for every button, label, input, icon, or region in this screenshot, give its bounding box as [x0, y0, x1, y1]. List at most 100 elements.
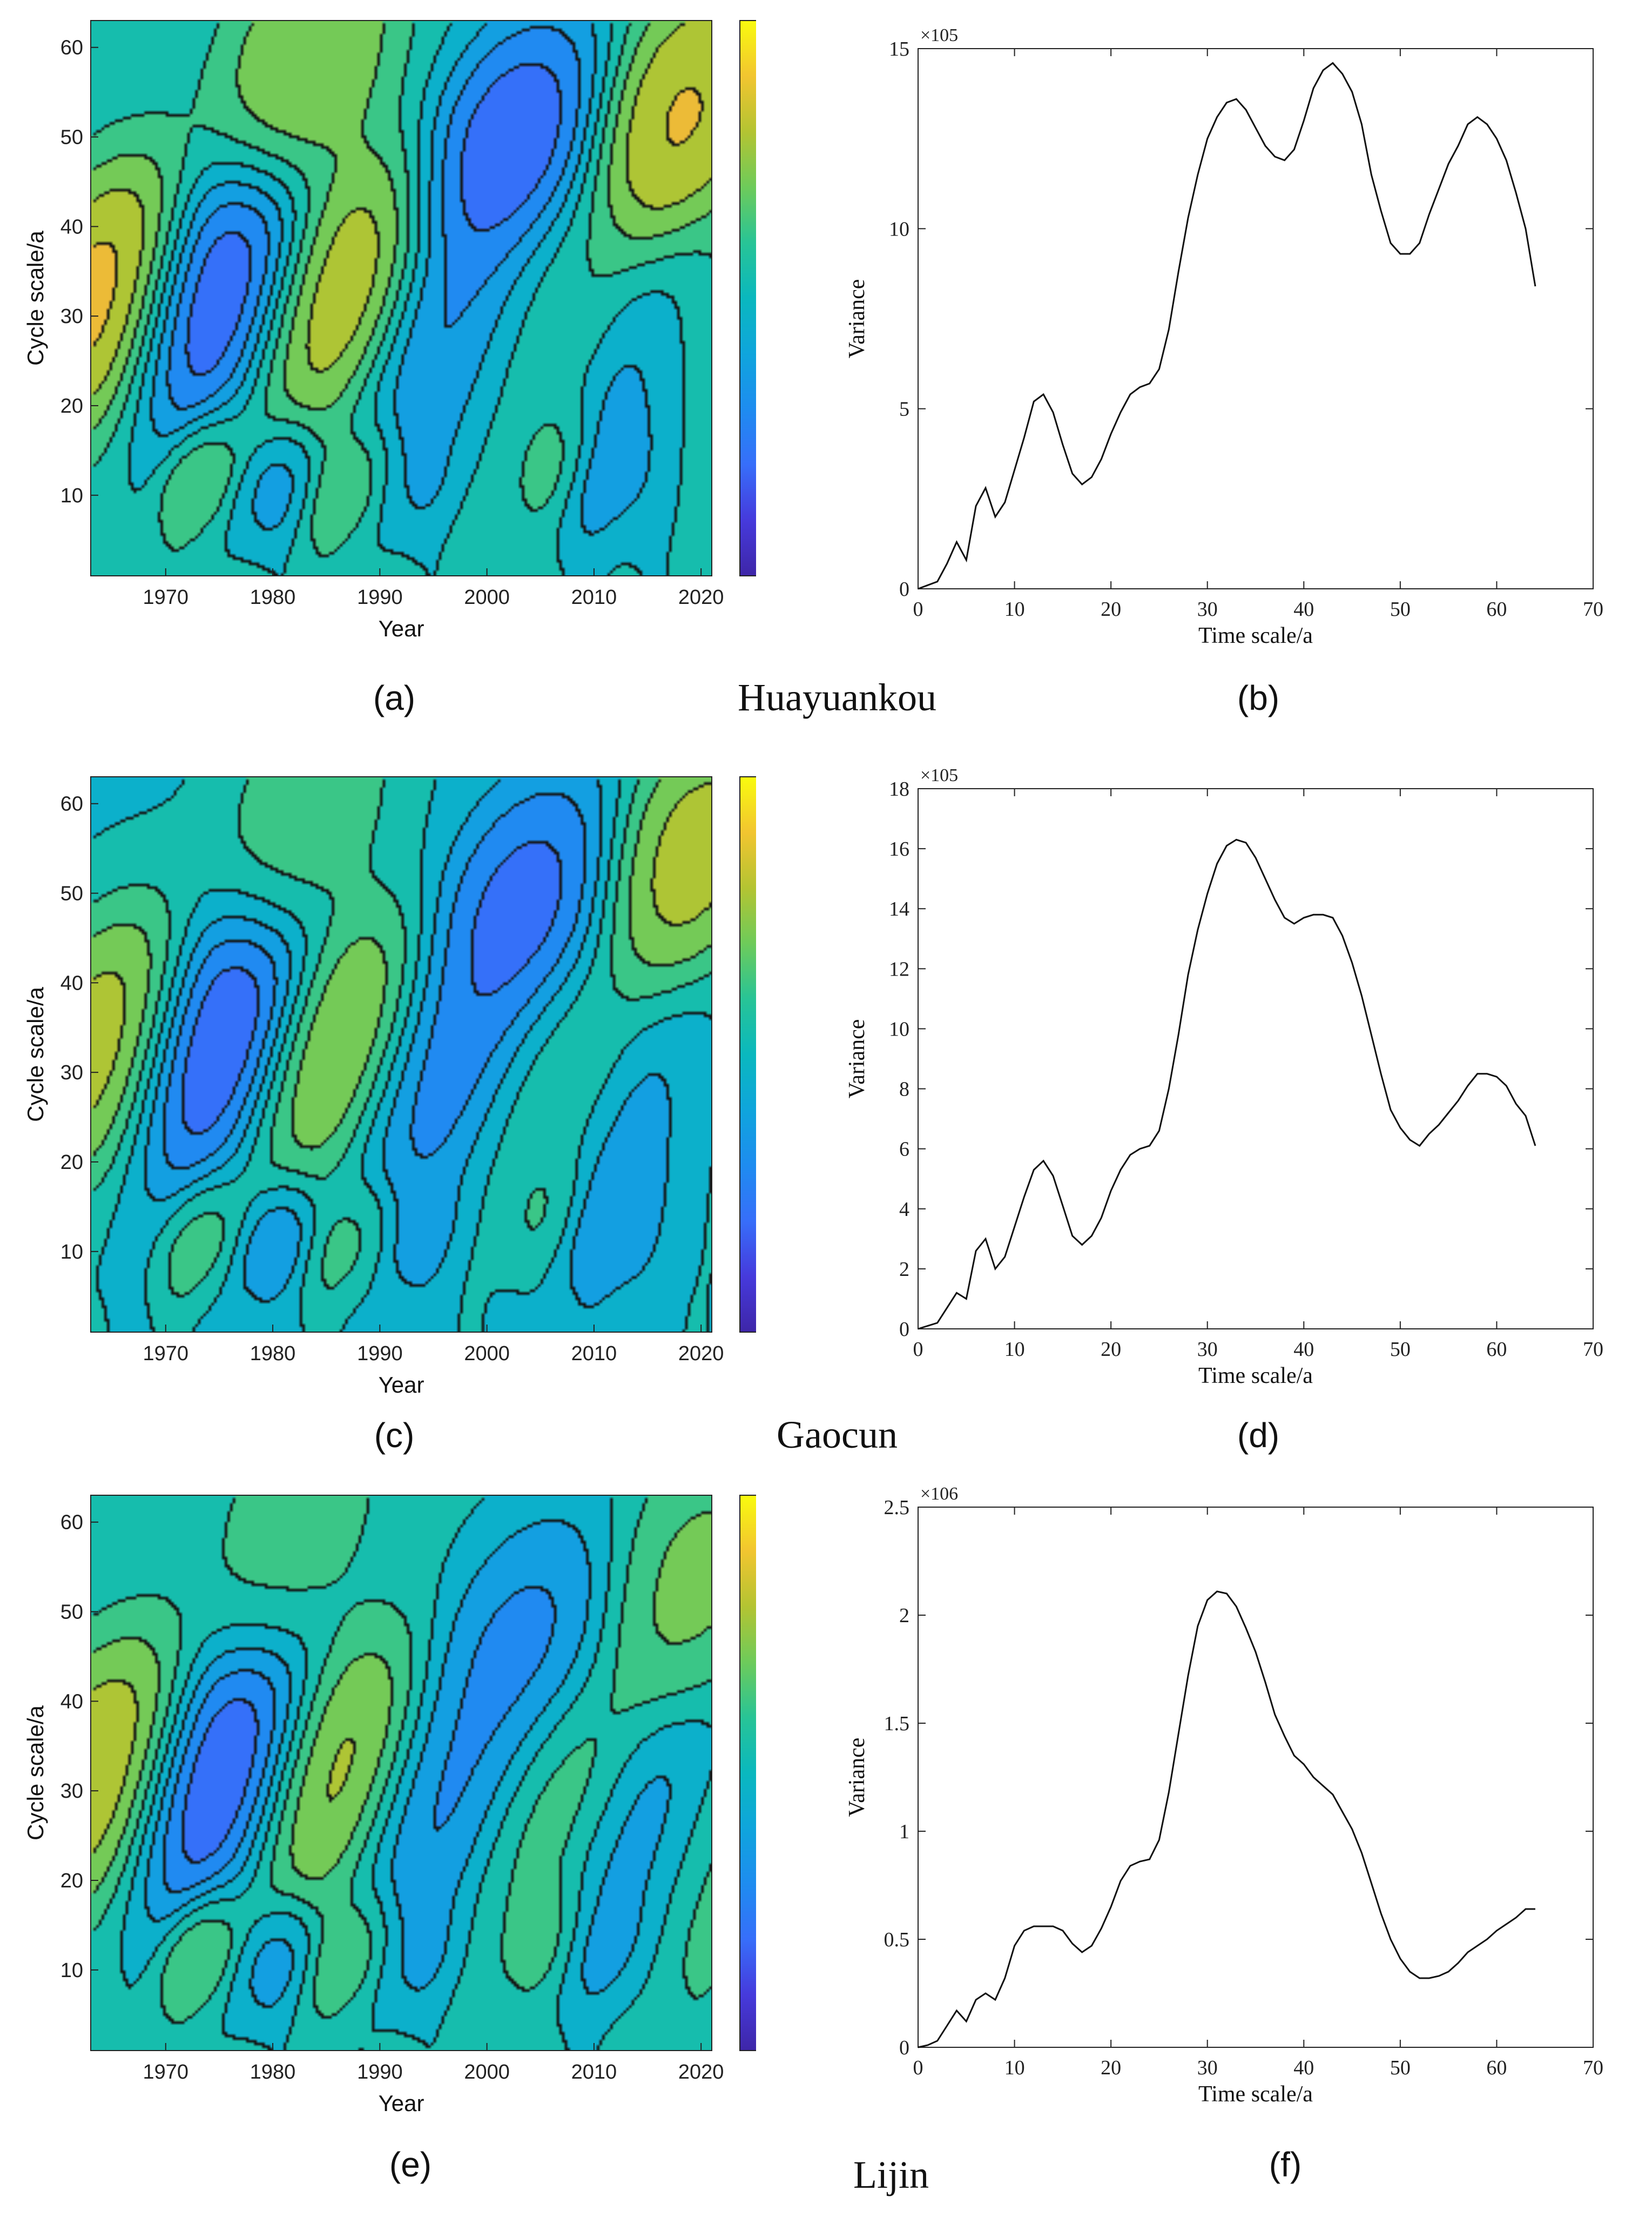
y-tick-label: 60 [60, 1511, 83, 1534]
y-tick-label: 2 [899, 1604, 909, 1627]
x-tick-label: 1990 [357, 586, 403, 609]
x-tick-label: 1980 [250, 586, 296, 609]
x-tick-label: 70 [1583, 1338, 1603, 1361]
panel-label-b: (b) [1237, 678, 1280, 717]
x-tick-label: 60 [1486, 1338, 1507, 1361]
x-tick-label: 1970 [143, 1342, 189, 1365]
x-tick-label: 2010 [571, 2061, 617, 2084]
x-axis-label: Year [379, 1372, 424, 1397]
y-axis-label: Variance [845, 1019, 869, 1099]
y-axis-label: Cycle scale/a [23, 230, 48, 365]
plot-frame [90, 20, 712, 576]
x-tick-label: 50 [1390, 598, 1411, 621]
y-tick-label: 20 [60, 395, 83, 418]
y-tick-label: 6 [899, 1138, 909, 1161]
y-tick-label: 10 [60, 1241, 83, 1264]
y-tick-label: 60 [60, 793, 83, 816]
panel-label-c: (c) [374, 1416, 415, 1455]
y-tick-label: 40 [60, 216, 83, 238]
x-tick-label: 2020 [678, 1342, 724, 1365]
panel-label-e: (e) [389, 2145, 432, 2184]
x-tick-label: 40 [1293, 2056, 1314, 2079]
y-tick-label: 12 [889, 958, 909, 980]
x-tick-label: 2000 [464, 1342, 510, 1365]
y-axis-label: Variance [845, 1738, 869, 1817]
x-tick-label: 2010 [571, 1342, 617, 1365]
plot-frame [90, 1495, 712, 2051]
y-axis-label: Cycle scale/a [23, 986, 48, 1121]
x-tick-label: 0 [913, 1338, 923, 1361]
x-tick-label: 1970 [143, 586, 189, 609]
plot-frame [90, 776, 712, 1333]
wavelet-contour-panel-e: 1970 1980 1990 2000 2010 2020 10 20 30 40 50 60 Year… [0, 1475, 756, 2134]
y-tick-label: 50 [60, 126, 83, 149]
y-tick-label: 30 [60, 1780, 83, 1803]
plot-frame [918, 788, 1594, 1329]
x-tick-label: 2010 [571, 586, 617, 609]
y-tick-label: 10 [60, 485, 83, 507]
variance-panel-b: 0 10 20 30 40 50 60 70 0 5 10 15 ×105 Time scale/a Var… [842, 16, 1631, 675]
y-tick-label: 5 [899, 398, 909, 421]
y-multiplier: ×105 [920, 25, 958, 45]
x-tick-label: 50 [1390, 1338, 1411, 1361]
y-tick-label: 0 [899, 2037, 909, 2059]
line-svg-b: 0 10 20 30 40 50 60 70 0 5 10 15 ×105 Time scale/a Var… [845, 25, 1603, 648]
colorbar [739, 20, 756, 576]
y-tick-label: 18 [889, 778, 909, 801]
y-tick-label: 0 [899, 578, 909, 601]
colorbar [739, 1495, 756, 2051]
y-tick-label: 10 [60, 1959, 83, 1982]
x-tick-label: 1980 [250, 2061, 296, 2084]
x-tick-label: 60 [1486, 598, 1507, 621]
y-tick-label: 30 [60, 305, 83, 328]
y-tick-label: 40 [60, 1690, 83, 1713]
y-tick-label: 10 [889, 1018, 909, 1040]
x-tick-label: 2020 [678, 586, 724, 609]
x-tick-label: 10 [1004, 598, 1025, 621]
x-axis-label: Year [379, 2091, 424, 2116]
y-axis-label: Variance [845, 279, 869, 359]
heatmap-svg-c: 1970 1980 1990 2000 2010 2020 10 20 30 40 50 60 Year… [23, 776, 756, 1397]
x-tick-label: 70 [1583, 598, 1603, 621]
x-tick-label: 40 [1293, 598, 1314, 621]
line-svg-f: 0 10 20 30 40 50 60 70 0 0.5 1 1.5 2 2.5 ×106 Time scal… [845, 1484, 1603, 2107]
x-tick-label: 1990 [357, 1342, 403, 1365]
y-axis-label: Cycle scale/a [23, 1705, 48, 1840]
x-tick-label: 2000 [464, 586, 510, 609]
contour-field-image [91, 1495, 712, 2051]
x-tick-label: 50 [1390, 2056, 1411, 2079]
y-tick-label: 10 [889, 218, 909, 240]
x-tick-label: 30 [1197, 598, 1218, 621]
x-tick-label: 10 [1004, 1338, 1025, 1361]
x-tick-label: 2020 [678, 2061, 724, 2084]
x-axis-label: Time scale/a [1198, 1363, 1313, 1388]
x-tick-label: 30 [1197, 1338, 1218, 1361]
heatmap-svg-a: 1970 1980 1990 2000 2010 2020 10 20 30 40 50 60 Year… [23, 20, 756, 641]
plot-frame [918, 1507, 1594, 2048]
y-tick-label: 50 [60, 883, 83, 905]
x-tick-label: 0 [913, 2056, 923, 2079]
panel-label-a: (a) [373, 678, 416, 717]
x-tick-label: 0 [913, 598, 923, 621]
x-tick-label: 1980 [250, 1342, 296, 1365]
x-tick-label: 20 [1101, 1338, 1121, 1361]
x-tick-label: 10 [1004, 2056, 1025, 2079]
contour-field-image [91, 777, 712, 1332]
y-tick-label: 16 [889, 838, 909, 861]
y-tick-label: 20 [60, 1151, 83, 1174]
y-multiplier: ×105 [920, 765, 958, 785]
wavelet-contour-panel-a: 1970 1980 1990 2000 2010 2020 10 20 30 40 50 60 Year… [0, 0, 756, 659]
wavelet-contour-panel-c: 1970 1980 1990 2000 2010 2020 10 20 30 40 50 60 Year… [0, 756, 756, 1415]
line-svg-d: 0 10 20 30 40 50 60 70 0 2 4 6 8 10 12 14 16 18 ×105 Time s… [845, 765, 1603, 1388]
heatmap-svg-e: 1970 1980 1990 2000 2010 2020 10 20 30 40 50 60 Year… [23, 1495, 756, 2116]
y-tick-label: 8 [899, 1078, 909, 1101]
plot-frame [918, 48, 1594, 589]
x-tick-label: 60 [1486, 2056, 1507, 2079]
contour-field-image [91, 21, 712, 576]
y-tick-label: 15 [889, 38, 909, 61]
y-tick-label: 40 [60, 972, 83, 994]
y-tick-label: 14 [889, 898, 909, 920]
x-tick-label: 70 [1583, 2056, 1603, 2079]
station-label-huayuankou: Huayuankou [738, 676, 936, 719]
x-axis-label: Time scale/a [1198, 2082, 1313, 2107]
